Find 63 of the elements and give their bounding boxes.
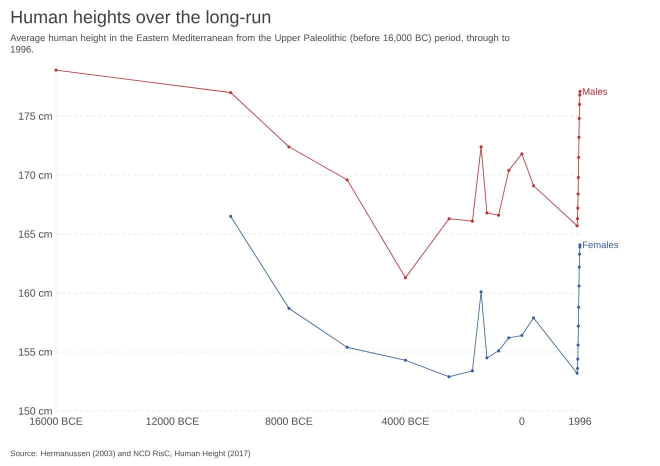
- x-tick-label: 8000 BCE: [266, 418, 312, 425]
- y-tick-label: 170 cm: [18, 171, 52, 179]
- point: [578, 102, 582, 106]
- point: [480, 290, 483, 294]
- point: [520, 334, 524, 338]
- point: [578, 117, 581, 120]
- series-label: Males: [582, 88, 608, 95]
- point: [485, 356, 488, 360]
- series-label: Females: [582, 241, 618, 248]
- point: [448, 217, 451, 220]
- point: [346, 346, 349, 349]
- point: [578, 246, 582, 249]
- point: [346, 178, 349, 182]
- point: [54, 68, 58, 72]
- point: [507, 336, 510, 340]
- point: [470, 220, 474, 223]
- x-tick-label: 16000 BCE: [30, 418, 82, 425]
- y-tick-label: 150 cm: [18, 407, 52, 415]
- point: [448, 375, 451, 378]
- point: [576, 367, 579, 370]
- point: [578, 93, 582, 96]
- y-tick-label: 155 cm: [18, 348, 52, 356]
- point: [480, 145, 483, 148]
- point: [578, 266, 581, 269]
- point: [577, 306, 580, 309]
- point: [404, 276, 407, 280]
- point: [497, 349, 500, 352]
- y-tick-label: 165 cm: [18, 230, 52, 238]
- x-tick-label: 4000 BCE: [382, 418, 429, 425]
- point: [485, 211, 488, 214]
- point: [578, 90, 582, 93]
- point: [470, 369, 474, 372]
- point: [507, 168, 510, 172]
- point: [577, 156, 580, 159]
- point: [576, 206, 580, 210]
- point: [497, 214, 500, 217]
- point: [576, 358, 580, 361]
- point: [229, 91, 232, 94]
- y-tick-label: 160 cm: [18, 289, 52, 297]
- chart-title: Human heights over the long-run: [12, 10, 270, 27]
- x-tick-label: 1996: [569, 418, 592, 425]
- x-tick-label: 0: [519, 418, 524, 425]
- x-tick-label: 12000 BCE: [146, 418, 199, 425]
- y-tick-label: 175 cm: [18, 112, 52, 120]
- point: [287, 145, 290, 148]
- point: [532, 316, 536, 320]
- point: [576, 343, 580, 346]
- point: [520, 152, 524, 156]
- point: [576, 224, 579, 228]
- point: [404, 358, 407, 362]
- point: [576, 217, 579, 220]
- point: [578, 243, 582, 246]
- point: [577, 136, 580, 139]
- point: [532, 184, 536, 188]
- point: [229, 214, 232, 218]
- point: [577, 284, 580, 288]
- point: [576, 192, 580, 196]
- point: [578, 252, 582, 256]
- point: [576, 324, 580, 328]
- chart-subtitle: Average human height in the Eastern Mediterranean from the Upper Paleolithic (before 16,000 BC) period, through to 1996.: [10, 34, 510, 53]
- point: [576, 372, 579, 375]
- point: [576, 176, 580, 179]
- point: [287, 306, 290, 310]
